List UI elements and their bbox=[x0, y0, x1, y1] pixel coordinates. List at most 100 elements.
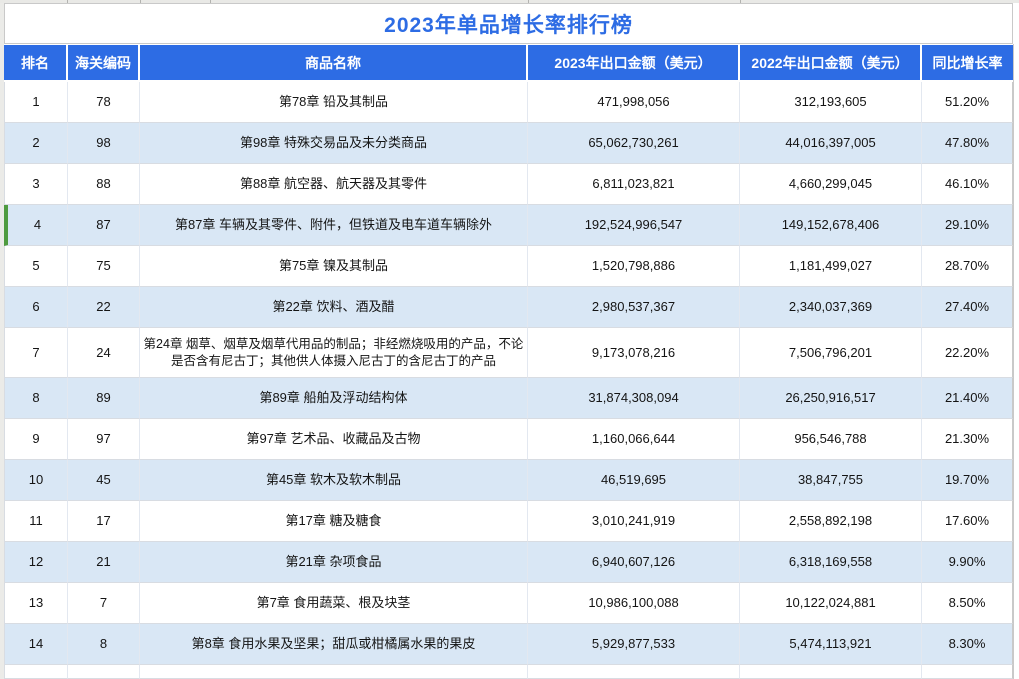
cell-export-2022[interactable]: 2,558,892,198 bbox=[740, 501, 922, 542]
cell-hs-code[interactable]: 87 bbox=[68, 205, 140, 246]
cell-product-name[interactable]: 第75章 镍及其制品 bbox=[140, 246, 528, 287]
cell-export-2022[interactable]: 4,660,299,045 bbox=[740, 164, 922, 205]
cell-export-2022[interactable]: 26,250,916,517 bbox=[740, 378, 922, 419]
cell-hs-code[interactable]: 88 bbox=[68, 164, 140, 205]
cell-hs-code[interactable]: 89 bbox=[68, 378, 140, 419]
cell-hs-code[interactable]: 8 bbox=[68, 624, 140, 665]
col-header-product-name[interactable]: 商品名称 bbox=[140, 44, 528, 82]
cell-product-name[interactable]: 第24章 烟草、烟草及烟草代用品的制品；非经燃烧吸用的产品，不论是否含有尼古丁；… bbox=[140, 328, 528, 378]
cell-export-2022[interactable]: 149,152,678,406 bbox=[740, 205, 922, 246]
cell-product-name[interactable] bbox=[140, 665, 528, 679]
cell-rank[interactable] bbox=[4, 665, 68, 679]
cell-growth-rate[interactable]: 21.40% bbox=[922, 378, 1013, 419]
cell-growth-rate[interactable]: 8.50% bbox=[922, 583, 1013, 624]
col-header-growth-rate[interactable]: 同比增长率 bbox=[922, 44, 1013, 82]
cell-growth-rate[interactable]: 46.10% bbox=[922, 164, 1013, 205]
cell-export-2022[interactable]: 10,122,024,881 bbox=[740, 583, 922, 624]
cell-product-name[interactable]: 第88章 航空器、航天器及其零件 bbox=[140, 164, 528, 205]
cell-hs-code[interactable]: 17 bbox=[68, 501, 140, 542]
cell-export-2022[interactable]: 44,016,397,005 bbox=[740, 123, 922, 164]
cell-rank[interactable]: 3 bbox=[4, 164, 68, 205]
cell-export-2022[interactable]: 5,474,113,921 bbox=[740, 624, 922, 665]
cell-growth-rate[interactable]: 21.30% bbox=[922, 419, 1013, 460]
cell-hs-code[interactable]: 98 bbox=[68, 123, 140, 164]
cell-hs-code[interactable]: 7 bbox=[68, 583, 140, 624]
cell-export-2022[interactable]: 956,546,788 bbox=[740, 419, 922, 460]
cell-rank[interactable]: 14 bbox=[4, 624, 68, 665]
cell-product-name[interactable]: 第98章 特殊交易品及未分类商品 bbox=[140, 123, 528, 164]
cell-rank[interactable]: 8 bbox=[4, 378, 68, 419]
cell-growth-rate[interactable]: 22.20% bbox=[922, 328, 1013, 378]
col-header-export-2023[interactable]: 2023年出口金额（美元） bbox=[528, 44, 740, 82]
col-header-export-2022[interactable]: 2022年出口金额（美元） bbox=[740, 44, 922, 82]
cell-hs-code[interactable]: 97 bbox=[68, 419, 140, 460]
cell-rank[interactable]: 2 bbox=[4, 123, 68, 164]
cell-rank[interactable]: 6 bbox=[4, 287, 68, 328]
cell-hs-code[interactable]: 21 bbox=[68, 542, 140, 583]
cell-growth-rate[interactable]: 27.40% bbox=[922, 287, 1013, 328]
cell-growth-rate[interactable]: 19.70% bbox=[922, 460, 1013, 501]
cell-growth-rate[interactable]: 47.80% bbox=[922, 123, 1013, 164]
cell-growth-rate[interactable] bbox=[922, 665, 1013, 679]
cell-export-2023[interactable]: 471,998,056 bbox=[528, 82, 740, 123]
cell-rank[interactable]: 10 bbox=[4, 460, 68, 501]
cell-hs-code[interactable]: 75 bbox=[68, 246, 140, 287]
cell-export-2023[interactable]: 6,811,023,821 bbox=[528, 164, 740, 205]
cell-product-name[interactable]: 第97章 艺术品、收藏品及古物 bbox=[140, 419, 528, 460]
cell-export-2023[interactable]: 1,520,798,886 bbox=[528, 246, 740, 287]
cell-product-name[interactable]: 第8章 食用水果及坚果；甜瓜或柑橘属水果的果皮 bbox=[140, 624, 528, 665]
cell-product-name[interactable]: 第17章 糖及糖食 bbox=[140, 501, 528, 542]
cell-growth-rate[interactable]: 9.90% bbox=[922, 542, 1013, 583]
cell-product-name[interactable]: 第87章 车辆及其零件、附件，但铁道及电车道车辆除外 bbox=[140, 205, 528, 246]
cell-export-2023[interactable]: 6,940,607,126 bbox=[528, 542, 740, 583]
cell-rank[interactable]: 7 bbox=[4, 328, 68, 378]
cell-export-2022[interactable]: 38,847,755 bbox=[740, 460, 922, 501]
cell-rank[interactable]: 5 bbox=[4, 246, 68, 287]
cell-export-2023[interactable]: 192,524,996,547 bbox=[528, 205, 740, 246]
cell-export-2022[interactable]: 2,340,037,369 bbox=[740, 287, 922, 328]
cell-rank[interactable]: 11 bbox=[4, 501, 68, 542]
cell-rank[interactable]: 9 bbox=[4, 419, 68, 460]
cell-product-name[interactable]: 第45章 软木及软木制品 bbox=[140, 460, 528, 501]
cell-hs-code[interactable]: 24 bbox=[68, 328, 140, 378]
cell-export-2023[interactable]: 9,173,078,216 bbox=[528, 328, 740, 378]
cell-export-2023[interactable]: 2,980,537,367 bbox=[528, 287, 740, 328]
cell-product-name[interactable]: 第89章 船舶及浮动结构体 bbox=[140, 378, 528, 419]
table-row: 14 8 第8章 食用水果及坚果；甜瓜或柑橘属水果的果皮 5,929,877,5… bbox=[4, 624, 1013, 665]
cell-growth-rate[interactable]: 17.60% bbox=[922, 501, 1013, 542]
cell-export-2023[interactable]: 31,874,308,094 bbox=[528, 378, 740, 419]
cell-hs-code[interactable]: 22 bbox=[68, 287, 140, 328]
cell-export-2023[interactable]: 3,010,241,919 bbox=[528, 501, 740, 542]
cell-export-2022[interactable] bbox=[740, 665, 922, 679]
cell-rank[interactable]: 12 bbox=[4, 542, 68, 583]
cell-export-2022[interactable]: 312,193,605 bbox=[740, 82, 922, 123]
cell-hs-code[interactable]: 78 bbox=[68, 82, 140, 123]
cell-growth-rate[interactable]: 8.30% bbox=[922, 624, 1013, 665]
cell-product-name[interactable]: 第22章 饮料、酒及醋 bbox=[140, 287, 528, 328]
cell-export-2023[interactable] bbox=[528, 665, 740, 679]
col-header-hs-code[interactable]: 海关编码 bbox=[68, 44, 140, 82]
cell-rank[interactable]: 13 bbox=[4, 583, 68, 624]
cell-product-name[interactable]: 第7章 食用蔬菜、根及块茎 bbox=[140, 583, 528, 624]
cell-export-2022[interactable]: 1,181,499,027 bbox=[740, 246, 922, 287]
cell-product-name[interactable]: 第21章 杂项食品 bbox=[140, 542, 528, 583]
cell-export-2023[interactable]: 65,062,730,261 bbox=[528, 123, 740, 164]
cell-growth-rate[interactable]: 51.20% bbox=[922, 82, 1013, 123]
cell-rank[interactable]: 1 bbox=[4, 82, 68, 123]
cell-export-2022[interactable]: 7,506,796,201 bbox=[740, 328, 922, 378]
cell-export-2023[interactable]: 1,160,066,644 bbox=[528, 419, 740, 460]
grid-tick bbox=[67, 0, 68, 3]
cell-growth-rate[interactable]: 28.70% bbox=[922, 246, 1013, 287]
cell-rank[interactable]: 4 bbox=[4, 205, 68, 246]
cell-growth-rate[interactable]: 29.10% bbox=[922, 205, 1013, 246]
cell-product-name[interactable]: 第78章 铅及其制品 bbox=[140, 82, 528, 123]
cell-export-2022[interactable]: 6,318,169,558 bbox=[740, 542, 922, 583]
col-header-rank[interactable]: 排名 bbox=[4, 44, 68, 82]
cell-export-2023[interactable]: 5,929,877,533 bbox=[528, 624, 740, 665]
cell-hs-code[interactable]: 45 bbox=[68, 460, 140, 501]
cell-export-2023[interactable]: 10,986,100,088 bbox=[528, 583, 740, 624]
cell-hs-code[interactable] bbox=[68, 665, 140, 679]
table-row: 5 75 第75章 镍及其制品 1,520,798,886 1,181,499,… bbox=[4, 246, 1013, 287]
cell-export-2023[interactable]: 46,519,695 bbox=[528, 460, 740, 501]
